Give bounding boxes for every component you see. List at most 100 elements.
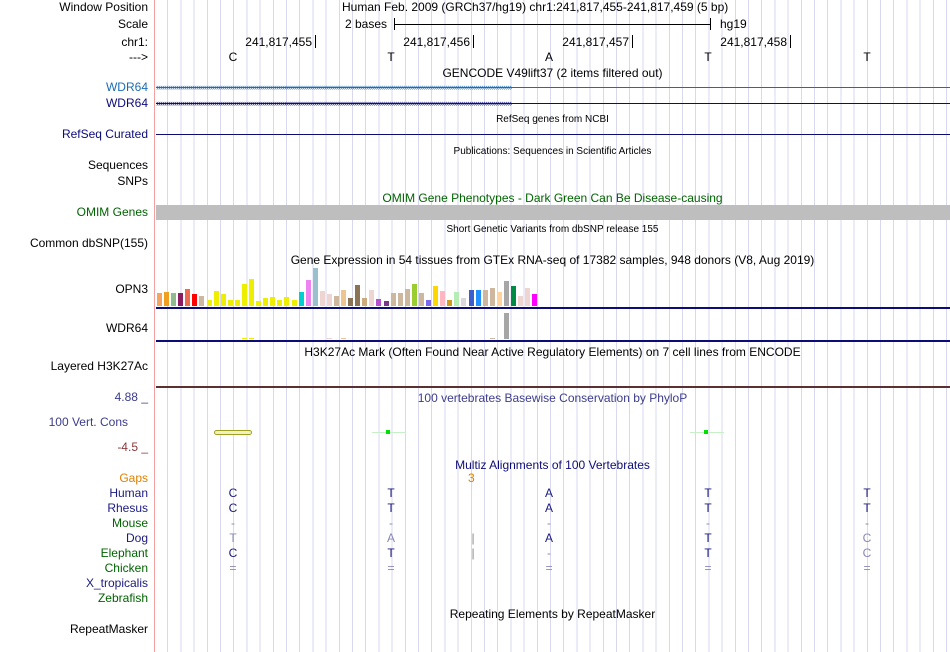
gtex-opn3-bar[interactable] bbox=[482, 290, 488, 306]
gtex-opn3-bar[interactable] bbox=[199, 296, 205, 306]
gtex-title: Gene Expression in 54 tissues from GTEx … bbox=[290, 253, 815, 267]
dbsnp-title: Short Genetic Variants from dbSNP releas… bbox=[446, 224, 659, 235]
gtex-opn3-bar[interactable] bbox=[256, 301, 262, 306]
gtex-opn3-bar[interactable] bbox=[298, 292, 304, 306]
species-label[interactable]: Mouse bbox=[111, 516, 148, 530]
label-100-vert-cons[interactable]: 100 Vert. Cons bbox=[48, 415, 128, 429]
gtex-opn3-bar[interactable] bbox=[249, 279, 255, 306]
phylop-score-mark bbox=[386, 430, 390, 434]
gtex-opn3-bar[interactable] bbox=[164, 292, 170, 306]
gtex-opn3-bar[interactable] bbox=[227, 300, 233, 306]
label-opn3[interactable]: OPN3 bbox=[115, 282, 148, 296]
label-strand[interactable]: ---> bbox=[129, 50, 148, 64]
label-repeatmasker[interactable]: RepeatMasker bbox=[69, 622, 148, 636]
gtex-opn3-bar[interactable] bbox=[277, 300, 283, 306]
gtex-opn3-bar[interactable] bbox=[503, 281, 509, 306]
gtex-opn3-bar[interactable] bbox=[532, 294, 538, 306]
gtex-opn3-bar[interactable] bbox=[489, 288, 495, 306]
gtex-opn3-bar[interactable] bbox=[418, 293, 424, 306]
gtex-opn3-bar[interactable] bbox=[397, 293, 403, 306]
gtex-opn3-bar[interactable] bbox=[440, 291, 446, 306]
label-snps[interactable]: SNPs bbox=[117, 174, 148, 188]
label-layered-h3k27ac[interactable]: Layered H3K27Ac bbox=[50, 359, 148, 373]
label-wdr64-gencode-2[interactable]: WDR64 bbox=[105, 96, 148, 110]
gtex-wdr64-bar[interactable] bbox=[341, 338, 347, 339]
alignment-base: - bbox=[547, 516, 551, 530]
track-area[interactable] bbox=[155, 0, 950, 652]
gtex-opn3-bar[interactable] bbox=[404, 289, 410, 306]
gtex-opn3-bar[interactable] bbox=[291, 300, 297, 306]
gtex-opn3-bar[interactable] bbox=[185, 289, 191, 306]
gtex-opn3-bar[interactable] bbox=[171, 293, 177, 306]
gtex-opn3-bar[interactable] bbox=[369, 290, 375, 306]
gtex-opn3-bar[interactable] bbox=[334, 296, 339, 306]
gtex-wdr64-bar[interactable] bbox=[503, 313, 509, 339]
gtex-wdr64-bar[interactable] bbox=[489, 338, 495, 339]
gtex-opn3-bar[interactable] bbox=[270, 297, 276, 306]
alignment-base: = bbox=[229, 561, 237, 575]
label-common-dbsnp[interactable]: Common dbSNP(155) bbox=[29, 236, 148, 250]
omim-gene-bar[interactable] bbox=[156, 205, 950, 220]
gtex-opn3-bar[interactable] bbox=[157, 293, 162, 306]
alignment-base: - bbox=[865, 516, 869, 530]
gtex-wdr64-bar[interactable] bbox=[326, 338, 332, 339]
gtex-opn3-bar[interactable] bbox=[496, 292, 502, 306]
refseq-gene-line[interactable] bbox=[156, 134, 950, 135]
gtex-opn3-bar[interactable] bbox=[241, 284, 247, 306]
gtex-opn3-bar[interactable] bbox=[376, 299, 382, 306]
species-label[interactable]: Human bbox=[109, 486, 148, 500]
gtex-opn3-bar[interactable] bbox=[518, 296, 524, 306]
species-label[interactable]: Elephant bbox=[100, 546, 148, 560]
gtex-opn3-bar[interactable] bbox=[341, 290, 347, 306]
label-refseq-curated[interactable]: RefSeq Curated bbox=[61, 127, 148, 141]
gtex-opn3-bar[interactable] bbox=[213, 291, 219, 306]
alignment-base: A bbox=[544, 501, 553, 515]
gtex-opn3-bar[interactable] bbox=[206, 300, 212, 306]
species-label[interactable]: Rhesus bbox=[107, 501, 148, 515]
gtex-opn3-bar[interactable] bbox=[461, 298, 467, 306]
species-label[interactable]: Dog bbox=[125, 531, 148, 545]
gtex-opn3-bar[interactable] bbox=[433, 286, 439, 306]
phylop-score-mark bbox=[214, 430, 252, 435]
gtex-opn3-bar[interactable] bbox=[326, 294, 332, 306]
species-label[interactable]: X_tropicalis bbox=[85, 576, 148, 590]
label-wdr64-gtex[interactable]: WDR64 bbox=[105, 321, 148, 335]
gtex-opn3-bar[interactable] bbox=[178, 293, 184, 306]
gtex-opn3-bar[interactable] bbox=[312, 268, 318, 306]
label-wdr64-gencode-1[interactable]: WDR64 bbox=[105, 80, 148, 94]
gtex-opn3-bar[interactable] bbox=[454, 292, 460, 306]
gtex-opn3-bar[interactable] bbox=[305, 280, 311, 306]
label-chr: chr1: bbox=[121, 35, 148, 49]
gtex-opn3-bar[interactable] bbox=[362, 298, 368, 306]
gtex-opn3-bar[interactable] bbox=[525, 288, 531, 306]
species-label[interactable]: Zebrafish bbox=[97, 591, 148, 605]
gtex-opn3-bar[interactable] bbox=[468, 290, 474, 306]
gtex-opn3-bar[interactable] bbox=[426, 300, 432, 306]
species-label[interactable]: Chicken bbox=[104, 561, 148, 575]
gencode-title: GENCODE V49lift37 (2 items filtered out) bbox=[442, 66, 663, 80]
alignment-base: C bbox=[862, 531, 872, 545]
scale-bar-tick-left bbox=[394, 18, 395, 30]
gtex-opn3-bar[interactable] bbox=[383, 301, 389, 306]
gtex-opn3-bar[interactable] bbox=[319, 291, 325, 306]
gtex-opn3-bar[interactable] bbox=[192, 294, 198, 306]
gtex-opn3-bar[interactable] bbox=[220, 294, 226, 306]
gtex-opn3-bar[interactable] bbox=[348, 298, 354, 306]
gaps-count: 3 bbox=[468, 471, 475, 485]
gtex-wdr64-bar[interactable] bbox=[249, 338, 255, 339]
h3k27ac-baseline bbox=[156, 386, 950, 388]
publications-title: Publications: Sequences in Scientific Ar… bbox=[453, 146, 652, 157]
label-omim-genes[interactable]: OMIM Genes bbox=[76, 205, 148, 219]
gtex-opn3-bar[interactable] bbox=[355, 285, 361, 306]
gtex-opn3-bar[interactable] bbox=[511, 286, 516, 306]
gtex-opn3-bar[interactable] bbox=[475, 290, 481, 306]
label-sequences[interactable]: Sequences bbox=[87, 158, 148, 172]
gtex-opn3-bar[interactable] bbox=[411, 284, 417, 306]
gtex-opn3-bar[interactable] bbox=[390, 293, 396, 306]
gtex-opn3-bar[interactable] bbox=[447, 300, 453, 306]
gtex-opn3-bar[interactable] bbox=[284, 297, 290, 306]
gtex-opn3-bar[interactable] bbox=[234, 300, 240, 306]
alignment-base: - bbox=[547, 546, 551, 560]
gtex-opn3-bar[interactable] bbox=[263, 298, 269, 306]
gtex-wdr64-bar[interactable] bbox=[241, 338, 247, 339]
